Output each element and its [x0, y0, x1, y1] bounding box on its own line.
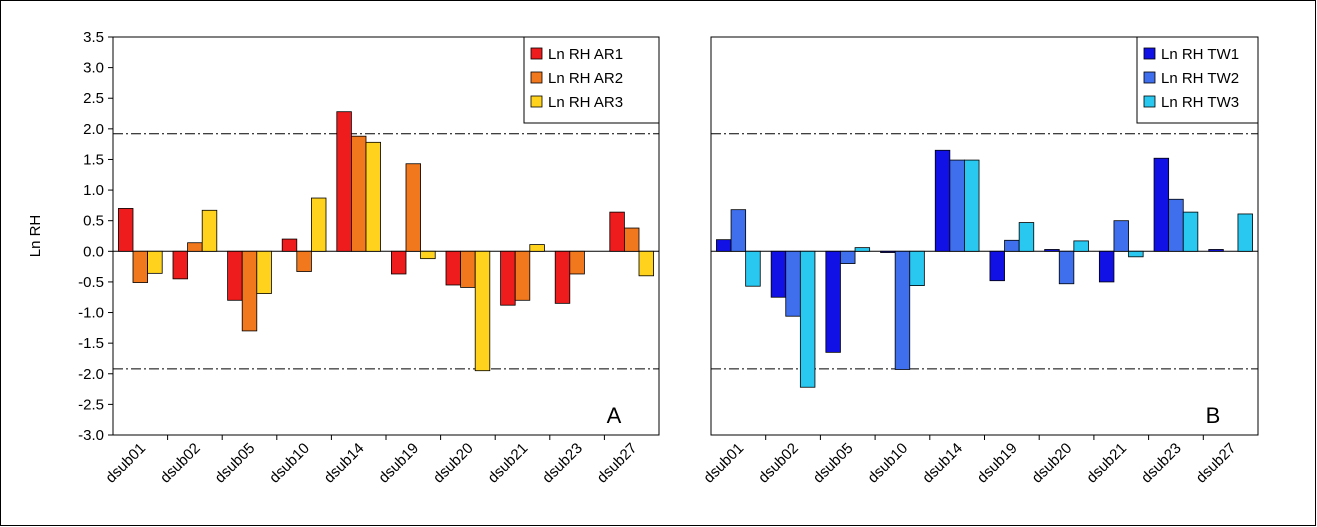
legend-swatch [530, 47, 543, 60]
bar [132, 250, 149, 283]
bar [1168, 198, 1184, 252]
bar [949, 159, 965, 252]
bar [350, 135, 367, 252]
bar [1153, 157, 1170, 252]
bar [336, 111, 352, 252]
bar [785, 250, 801, 317]
y-tick-label: -1.0 [78, 305, 104, 322]
bar [569, 250, 585, 275]
bar [460, 250, 476, 288]
bar [1208, 249, 1224, 252]
bar [1128, 250, 1144, 258]
y-tick-label: -2.5 [78, 396, 104, 413]
y-tick-label: 3.5 [83, 29, 104, 46]
bar [1182, 211, 1199, 252]
bar [1113, 220, 1129, 252]
bar [281, 238, 298, 252]
legend-label: Ln RH TW3 [1161, 94, 1239, 111]
bar [514, 250, 531, 301]
legend-label: Ln RH AR3 [548, 94, 623, 111]
y-tick-label: 2.0 [83, 121, 104, 138]
bar [241, 250, 258, 332]
bar [201, 209, 218, 252]
y-tick-label: 0.0 [83, 243, 104, 260]
bar [638, 250, 655, 277]
bar [474, 250, 491, 372]
y-tick-label: -3.0 [78, 427, 104, 444]
bar [989, 250, 1005, 282]
y-tick-label: -2.0 [78, 366, 104, 383]
bar [390, 250, 407, 275]
bar [799, 250, 816, 388]
panel-label: B [1206, 403, 1221, 428]
bar [1098, 250, 1115, 283]
bar [172, 250, 189, 280]
bar [1044, 249, 1060, 252]
legend-swatch [1143, 71, 1156, 84]
legend-swatch [1143, 95, 1156, 108]
bar [1058, 250, 1075, 285]
bar [770, 250, 787, 298]
bar [1073, 240, 1089, 252]
legend-box [523, 36, 660, 124]
bar [118, 208, 134, 252]
bar [529, 244, 545, 252]
bar [934, 149, 951, 252]
bar [909, 250, 925, 286]
bar [880, 250, 896, 253]
legend-label: Ln RH AR1 [548, 46, 623, 63]
bar [227, 250, 243, 301]
bar [365, 141, 382, 252]
y-tick-label: -0.5 [78, 274, 104, 291]
bar [745, 250, 761, 287]
bar [730, 209, 747, 252]
bar [256, 250, 272, 294]
bar [854, 247, 871, 252]
bar [187, 242, 203, 252]
panel-label: A [607, 403, 622, 428]
legend-swatch [1143, 47, 1156, 60]
bar [609, 211, 625, 252]
bar [716, 239, 732, 252]
bar [825, 250, 841, 353]
bar [147, 250, 163, 274]
bar [1237, 213, 1253, 252]
y-tick-label: 1.0 [83, 182, 104, 199]
bar [1018, 222, 1035, 252]
bar [1004, 239, 1020, 252]
legend-label: Ln RH TW2 [1161, 70, 1239, 87]
legend-label: Ln RH TW1 [1161, 46, 1239, 63]
bar [445, 250, 462, 286]
bar [840, 250, 856, 264]
bar [894, 250, 911, 370]
legend-swatch [530, 71, 543, 84]
y-tick-label: -1.5 [78, 335, 104, 352]
bar [624, 227, 640, 252]
bar [405, 163, 422, 252]
legend-swatch [530, 95, 543, 108]
bar [296, 250, 312, 272]
bar [554, 250, 571, 304]
y-tick-label: 1.5 [83, 151, 104, 168]
legend-box [1136, 36, 1259, 124]
bar [420, 250, 436, 260]
bar [500, 250, 516, 306]
y-tick-label: 2.5 [83, 90, 104, 107]
y-axis-label: Ln RH [27, 215, 44, 258]
legend-label: Ln RH AR2 [548, 70, 623, 87]
bar [310, 197, 327, 252]
y-tick-label: 0.5 [83, 213, 104, 230]
bar [964, 159, 980, 252]
y-tick-label: 3.0 [83, 60, 104, 77]
